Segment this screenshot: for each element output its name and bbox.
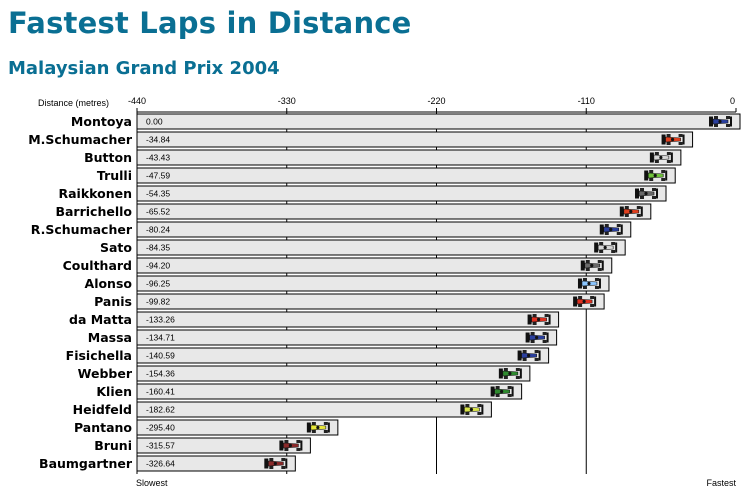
driver-label: Webber (78, 366, 133, 381)
value-label: -133.26 (146, 315, 175, 325)
driver-label: Raikkonen (59, 186, 133, 201)
car-icon (525, 332, 549, 343)
bar (136, 221, 632, 238)
bar (136, 383, 523, 400)
bar (136, 113, 741, 130)
x-tick-label: -220 (427, 96, 445, 106)
driver-label: Massa (88, 330, 132, 345)
x-tick-label: -440 (128, 96, 146, 106)
x-tick-label: 0 (730, 96, 735, 106)
bar (136, 329, 558, 346)
driver-label: Klien (96, 384, 132, 399)
car-icon (279, 440, 303, 451)
driver-label: Panis (94, 294, 132, 309)
bar (136, 419, 339, 436)
value-label: -99.82 (146, 297, 170, 307)
value-label: -315.57 (146, 441, 175, 451)
driver-label: Sato (100, 240, 132, 255)
driver-label: da Matta (69, 312, 132, 327)
car-icon (635, 188, 659, 199)
driver-label: Pantano (74, 420, 132, 435)
bar (136, 149, 682, 166)
value-label: -140.59 (146, 351, 175, 361)
bar (136, 203, 652, 220)
driver-label: Button (84, 150, 132, 165)
car-icon (306, 422, 330, 433)
driver-label: Montoya (71, 114, 132, 129)
car-icon (498, 368, 522, 379)
car-icon (644, 170, 668, 181)
driver-label: Fisichella (66, 348, 132, 363)
bar (136, 257, 613, 274)
value-label: -65.52 (146, 207, 170, 217)
bar (136, 401, 492, 418)
value-label: 0.00 (146, 117, 163, 127)
car-icon (460, 404, 484, 415)
driver-label: Alonso (85, 276, 133, 291)
car-icon (619, 206, 643, 217)
chart-title: Fastest Laps in Distance (8, 6, 412, 40)
value-label: -94.20 (146, 261, 170, 271)
driver-label: Barrichello (55, 204, 132, 219)
fastest-label: Fastest (706, 478, 736, 488)
value-label: -182.62 (146, 405, 175, 415)
value-label: -134.71 (146, 333, 175, 343)
value-label: -43.43 (146, 153, 170, 163)
bar (136, 131, 694, 148)
chart-subtitle: Malaysian Grand Prix 2004 (8, 58, 280, 79)
car-icon (709, 116, 732, 127)
driver-label: Coulthard (63, 258, 132, 273)
value-label: -34.84 (146, 135, 170, 145)
car-icon (517, 350, 541, 361)
value-label: -54.35 (146, 189, 170, 199)
driver-label: Heidfeld (73, 402, 132, 417)
car-icon (594, 242, 618, 253)
car-icon (490, 386, 514, 397)
slowest-label: Slowest (136, 478, 168, 488)
bar (136, 455, 296, 472)
driver-label: Trulli (97, 168, 132, 183)
bar (136, 311, 560, 328)
value-label: -84.35 (146, 243, 170, 253)
bar (136, 275, 610, 292)
value-label: -295.40 (146, 423, 175, 433)
car-icon (649, 152, 673, 163)
value-label: -154.36 (146, 369, 175, 379)
bar (136, 365, 531, 382)
x-axis-label: Distance (metres) (38, 98, 109, 108)
driver-label: R.Schumacher (31, 222, 133, 237)
x-tick-label: -330 (278, 96, 296, 106)
value-label: -96.25 (146, 279, 170, 289)
driver-label: Bruni (94, 438, 132, 453)
bar (136, 167, 676, 184)
bar (136, 347, 550, 364)
car-icon (527, 314, 551, 325)
car-icon (661, 134, 685, 145)
car-icon (577, 278, 601, 289)
car-icon (573, 296, 597, 307)
value-label: -47.59 (146, 171, 170, 181)
bar (136, 239, 626, 256)
car-icon (580, 260, 604, 271)
bar (136, 293, 605, 310)
value-label: -326.64 (146, 459, 175, 469)
value-label: -160.41 (146, 387, 175, 397)
value-label: -80.24 (146, 225, 170, 235)
bar (136, 185, 667, 202)
driver-label: Baumgartner (39, 456, 133, 471)
bar (136, 437, 311, 454)
x-tick-label: -110 (578, 96, 595, 106)
driver-label: M.Schumacher (28, 132, 133, 147)
car-icon (264, 458, 288, 469)
car-icon (599, 224, 623, 235)
